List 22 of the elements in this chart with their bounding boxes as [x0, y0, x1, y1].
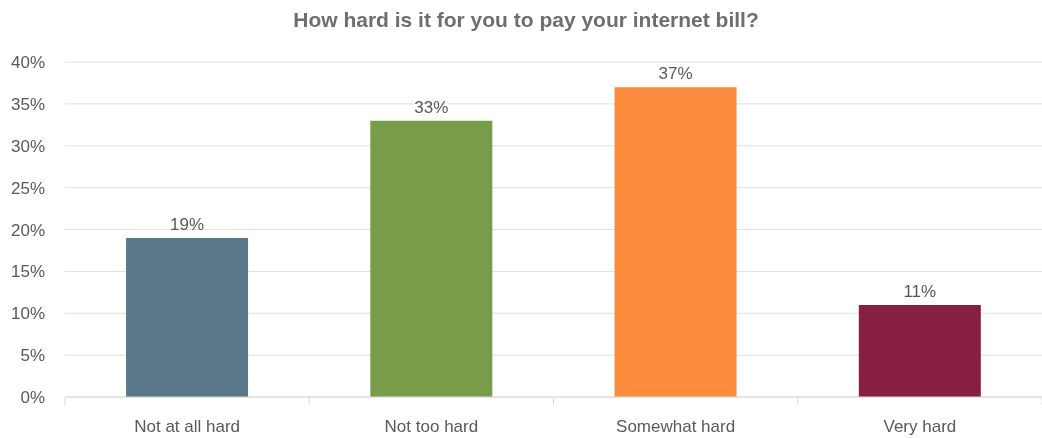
x-tick-label: Not at all hard — [134, 417, 241, 436]
y-tick-label: 35% — [10, 94, 45, 114]
x-tick-label: Not too hard — [384, 417, 479, 436]
y-tick-label: 30% — [10, 136, 45, 156]
y-tick-label: 25% — [10, 178, 45, 198]
x-tick-label: Very hard — [883, 417, 957, 436]
x-tick-label: Somewhat hard — [616, 417, 736, 436]
bar — [614, 87, 737, 397]
y-tick-label: 10% — [10, 304, 45, 324]
y-tick-label: 20% — [10, 220, 45, 240]
bar — [858, 304, 981, 397]
data-label: 19% — [170, 214, 205, 234]
bar — [126, 237, 249, 397]
chart-title: How hard is it for you to pay your internet bill? — [292, 7, 760, 33]
y-tick-label: 5% — [20, 346, 45, 366]
data-label: 37% — [658, 64, 693, 84]
y-tick-label: 0% — [20, 388, 45, 408]
data-label: 11% — [903, 281, 937, 301]
bar — [370, 120, 493, 397]
y-tick-label: 15% — [10, 262, 45, 282]
y-tick-label: 40% — [10, 53, 45, 73]
data-label: 33% — [414, 97, 449, 117]
